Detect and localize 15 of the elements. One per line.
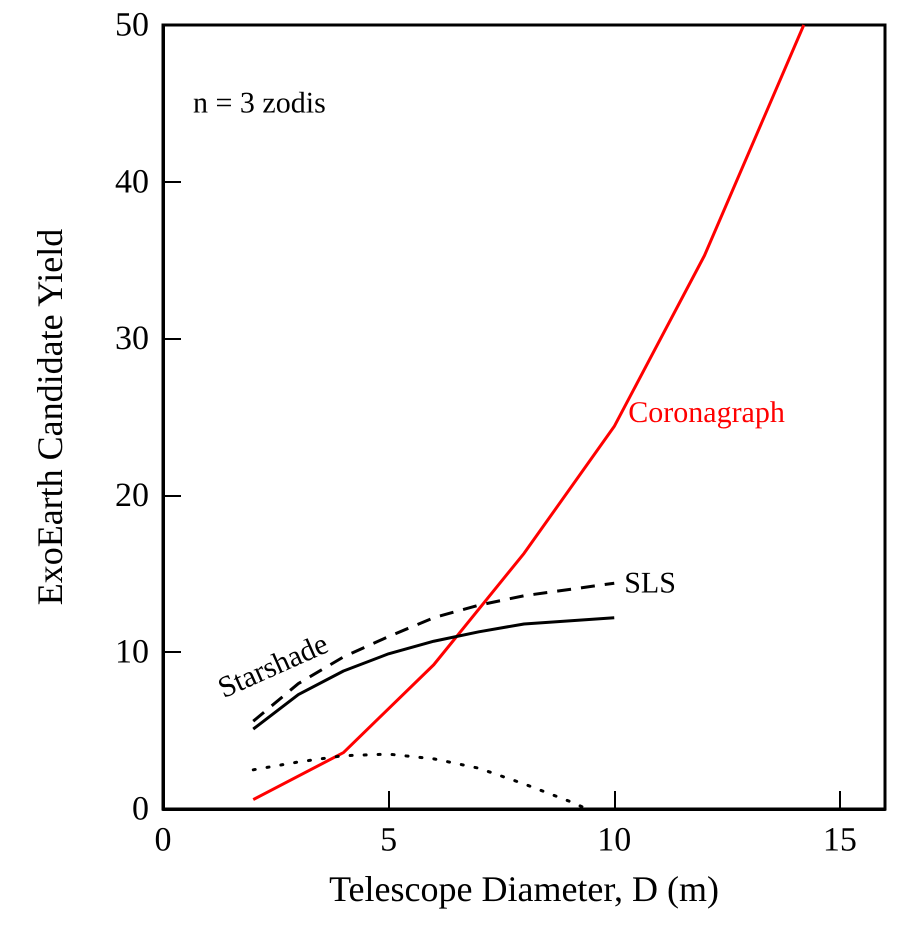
series-label: SLS bbox=[624, 566, 676, 600]
series-label: Coronagraph bbox=[628, 396, 785, 429]
y-axis-title: ExoEarth Candidate Yield bbox=[30, 228, 70, 606]
x-tick-label: 5 bbox=[380, 822, 398, 858]
x-axis-title: Telescope Diameter, D (m) bbox=[329, 869, 719, 909]
y-tick-label: 50 bbox=[115, 6, 149, 44]
x-tick-label: 10 bbox=[597, 822, 632, 858]
y-tick-label: 40 bbox=[115, 163, 149, 200]
y-tick-label: 20 bbox=[115, 476, 149, 514]
annotation: n = 3 zodis bbox=[193, 86, 326, 120]
y-tick-label: 30 bbox=[115, 320, 149, 358]
y-tick-label: 10 bbox=[115, 634, 149, 671]
x-tick-label: 0 bbox=[154, 822, 172, 858]
x-tick-label: 15 bbox=[822, 822, 857, 858]
y-tick-label: 0 bbox=[132, 790, 149, 828]
